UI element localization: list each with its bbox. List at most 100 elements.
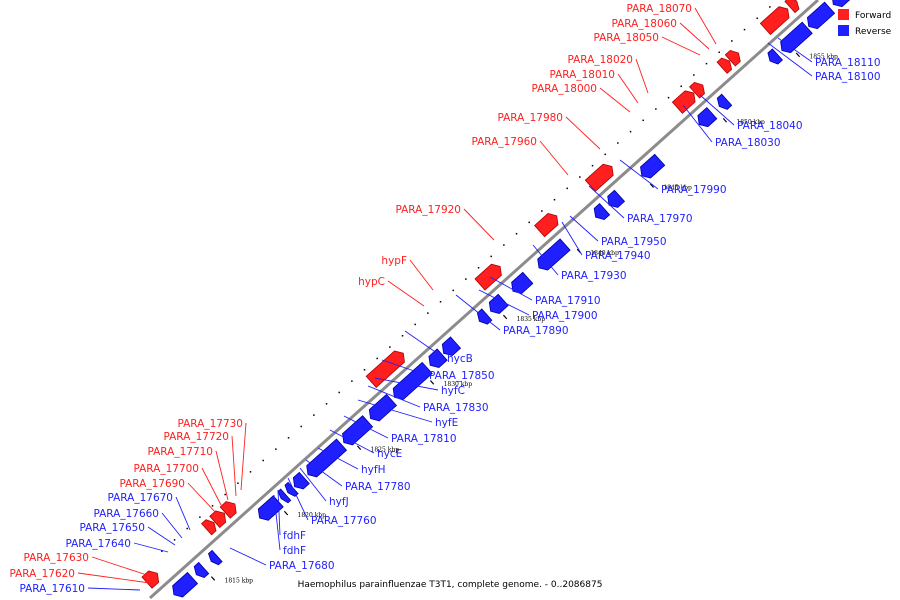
reverse-gene-arrow[interactable] <box>208 549 223 566</box>
reverse-gene-arrow[interactable] <box>697 107 718 128</box>
reverse-gene-arrow[interactable] <box>277 488 292 504</box>
label-leader-line <box>240 422 247 491</box>
label-leader-line <box>229 547 267 566</box>
minor-tick <box>401 335 404 337</box>
gene-label: hyfH <box>361 464 385 476</box>
minor-tick <box>427 312 429 314</box>
major-tick <box>283 510 289 516</box>
forward-gene-arrow[interactable] <box>201 519 217 536</box>
label-leader-line <box>409 259 434 291</box>
reverse-gene-arrow[interactable] <box>640 153 666 179</box>
label-leader-line <box>374 377 439 391</box>
reverse-gene-arrow[interactable] <box>593 203 611 221</box>
label-leader-line <box>699 94 735 126</box>
label-leader-line <box>635 58 649 94</box>
gene-label: PARA_17730 <box>177 418 243 430</box>
gene-label: hypF <box>381 255 407 267</box>
minor-tick-marks <box>161 6 771 552</box>
label-leader-line <box>329 429 375 454</box>
gene-label: PARA_17950 <box>601 236 667 248</box>
reverse-gene-arrow[interactable] <box>342 415 374 446</box>
minor-tick <box>731 40 733 42</box>
forward-gene-arrow[interactable] <box>365 350 405 388</box>
forward-gene-arrow[interactable] <box>534 213 559 238</box>
forward-gene-arrow[interactable] <box>759 6 790 36</box>
minor-tick <box>313 414 315 416</box>
reverse-gene-arrow[interactable] <box>172 571 199 598</box>
major-tick <box>649 183 655 188</box>
gene-label: PARA_17630 <box>23 552 89 564</box>
forward-gene-arrow[interactable] <box>584 163 614 192</box>
minor-tick <box>756 17 758 20</box>
gene-label: hyfC <box>441 385 465 397</box>
label-leader-line <box>661 36 701 56</box>
minor-tick <box>173 539 176 541</box>
gene-label: PARA_17830 <box>423 402 489 414</box>
forward-gene-arrow[interactable] <box>689 81 705 99</box>
minor-tick <box>186 527 188 530</box>
reverse-gene-arrow[interactable] <box>488 293 509 314</box>
gene-label: PARA_17780 <box>345 481 411 493</box>
label-leader-line <box>287 477 309 521</box>
label-leader-line <box>231 435 237 497</box>
forward-gene-arrow[interactable] <box>716 57 733 74</box>
minor-tick <box>617 142 619 144</box>
gene-label: PARA_17720 <box>163 431 229 443</box>
minor-tick <box>566 187 568 190</box>
minor-tick <box>667 96 670 99</box>
label-leader-line <box>187 482 218 515</box>
reverse-gene-arrow[interactable] <box>767 48 783 65</box>
label-leader-line <box>343 415 389 439</box>
forward-gene-arrow[interactable] <box>219 501 237 519</box>
label-leader-line <box>317 447 359 470</box>
label-leader-line <box>305 459 343 487</box>
label-leader-line <box>619 159 659 190</box>
minor-tick <box>515 232 518 235</box>
forward-gene-arrow[interactable] <box>474 263 502 291</box>
reverse-gene-arrow[interactable] <box>292 471 310 490</box>
minor-tick <box>249 471 252 473</box>
gene-label: hypC <box>358 276 385 288</box>
gene-label: PARA_17910 <box>535 295 601 307</box>
label-leader-line <box>588 185 625 219</box>
minor-tick <box>376 357 378 360</box>
label-leader-line <box>91 556 151 577</box>
tick-label: 1830 kbp <box>444 381 473 388</box>
major-tick <box>502 314 508 320</box>
forward-gene-arrow[interactable] <box>671 90 696 114</box>
gene-label: PARA_18040 <box>737 120 803 132</box>
reverse-gene-arrow[interactable] <box>716 93 733 110</box>
legend-forward-swatch <box>838 9 849 20</box>
label-leader-line <box>161 512 183 539</box>
gene-label: PARA_18050 <box>593 32 659 44</box>
reverse-gene-arrow[interactable] <box>806 1 836 30</box>
reverse-gene-arrow[interactable] <box>306 438 348 478</box>
forward-gene-arrow[interactable] <box>724 49 741 67</box>
reverse-gene-arrow[interactable] <box>392 361 433 400</box>
minor-tick <box>275 448 277 450</box>
gene-label: hycE <box>377 448 402 460</box>
gene-label: PARA_18060 <box>611 18 677 30</box>
label-leader-line <box>599 87 631 113</box>
gene-label: PARA_17700 <box>133 463 199 475</box>
reverse-gene-arrow[interactable] <box>832 0 864 8</box>
genome-caption: Haemophilus parainfluenzae T3T1, complet… <box>298 580 603 590</box>
label-leader-line <box>679 22 710 50</box>
gene-label: PARA_17610 <box>19 583 85 595</box>
minor-tick <box>414 323 416 326</box>
label-leader-line <box>489 276 533 301</box>
minor-tick <box>769 6 771 8</box>
forward-gene-arrow[interactable] <box>209 510 227 529</box>
gene-label: PARA_18110 <box>815 57 881 69</box>
reverse-gene-arrow[interactable] <box>537 238 571 271</box>
forward-gene-arrow[interactable] <box>141 570 160 589</box>
minor-tick <box>389 346 391 348</box>
reverse-gene-arrow[interactable] <box>428 348 448 368</box>
minor-tick <box>224 493 226 496</box>
reverse-gene-arrow[interactable] <box>780 21 813 54</box>
gene-labels: PARA_18070 PARA_18060 PARA_18050 PARA_18020… <box>9 3 880 595</box>
reverse-gene-arrow[interactable] <box>441 336 462 356</box>
minor-tick <box>452 289 454 292</box>
forward-gene-arrow[interactable] <box>784 0 800 14</box>
reverse-gene-arrow[interactable] <box>193 561 210 579</box>
